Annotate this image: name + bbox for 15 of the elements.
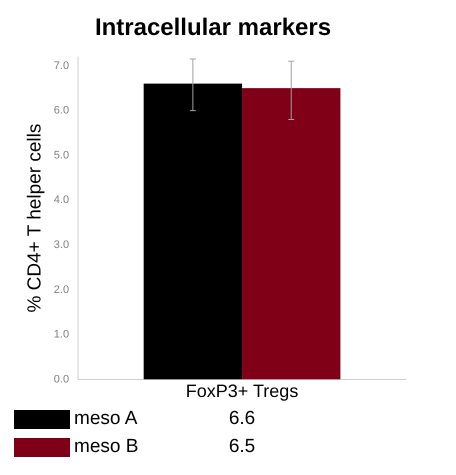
legend-label: meso B [74, 436, 140, 458]
chart-title: Intracellular markers [94, 14, 332, 42]
y-tick-label: 1.0 [54, 328, 70, 341]
y-tick-label: 6.0 [54, 104, 70, 117]
data-label: 6.6 [228, 408, 256, 430]
y-tick-label: 2.0 [54, 284, 70, 296]
y-tick-label: 3.0 [54, 239, 70, 252]
y-axis-title: % CD4+ T helper cells [24, 124, 46, 313]
y-tick-label: 4.0 [54, 194, 70, 206]
y-tick-label: 0.0 [54, 373, 70, 386]
data-label: 6.5 [228, 436, 256, 458]
legend-label: meso A [74, 408, 138, 430]
x-tick-label: FoxP3+ Tregs [186, 381, 298, 402]
y-tick-label: 5.0 [54, 149, 70, 162]
y-tick-label: 7.0 [54, 60, 70, 72]
